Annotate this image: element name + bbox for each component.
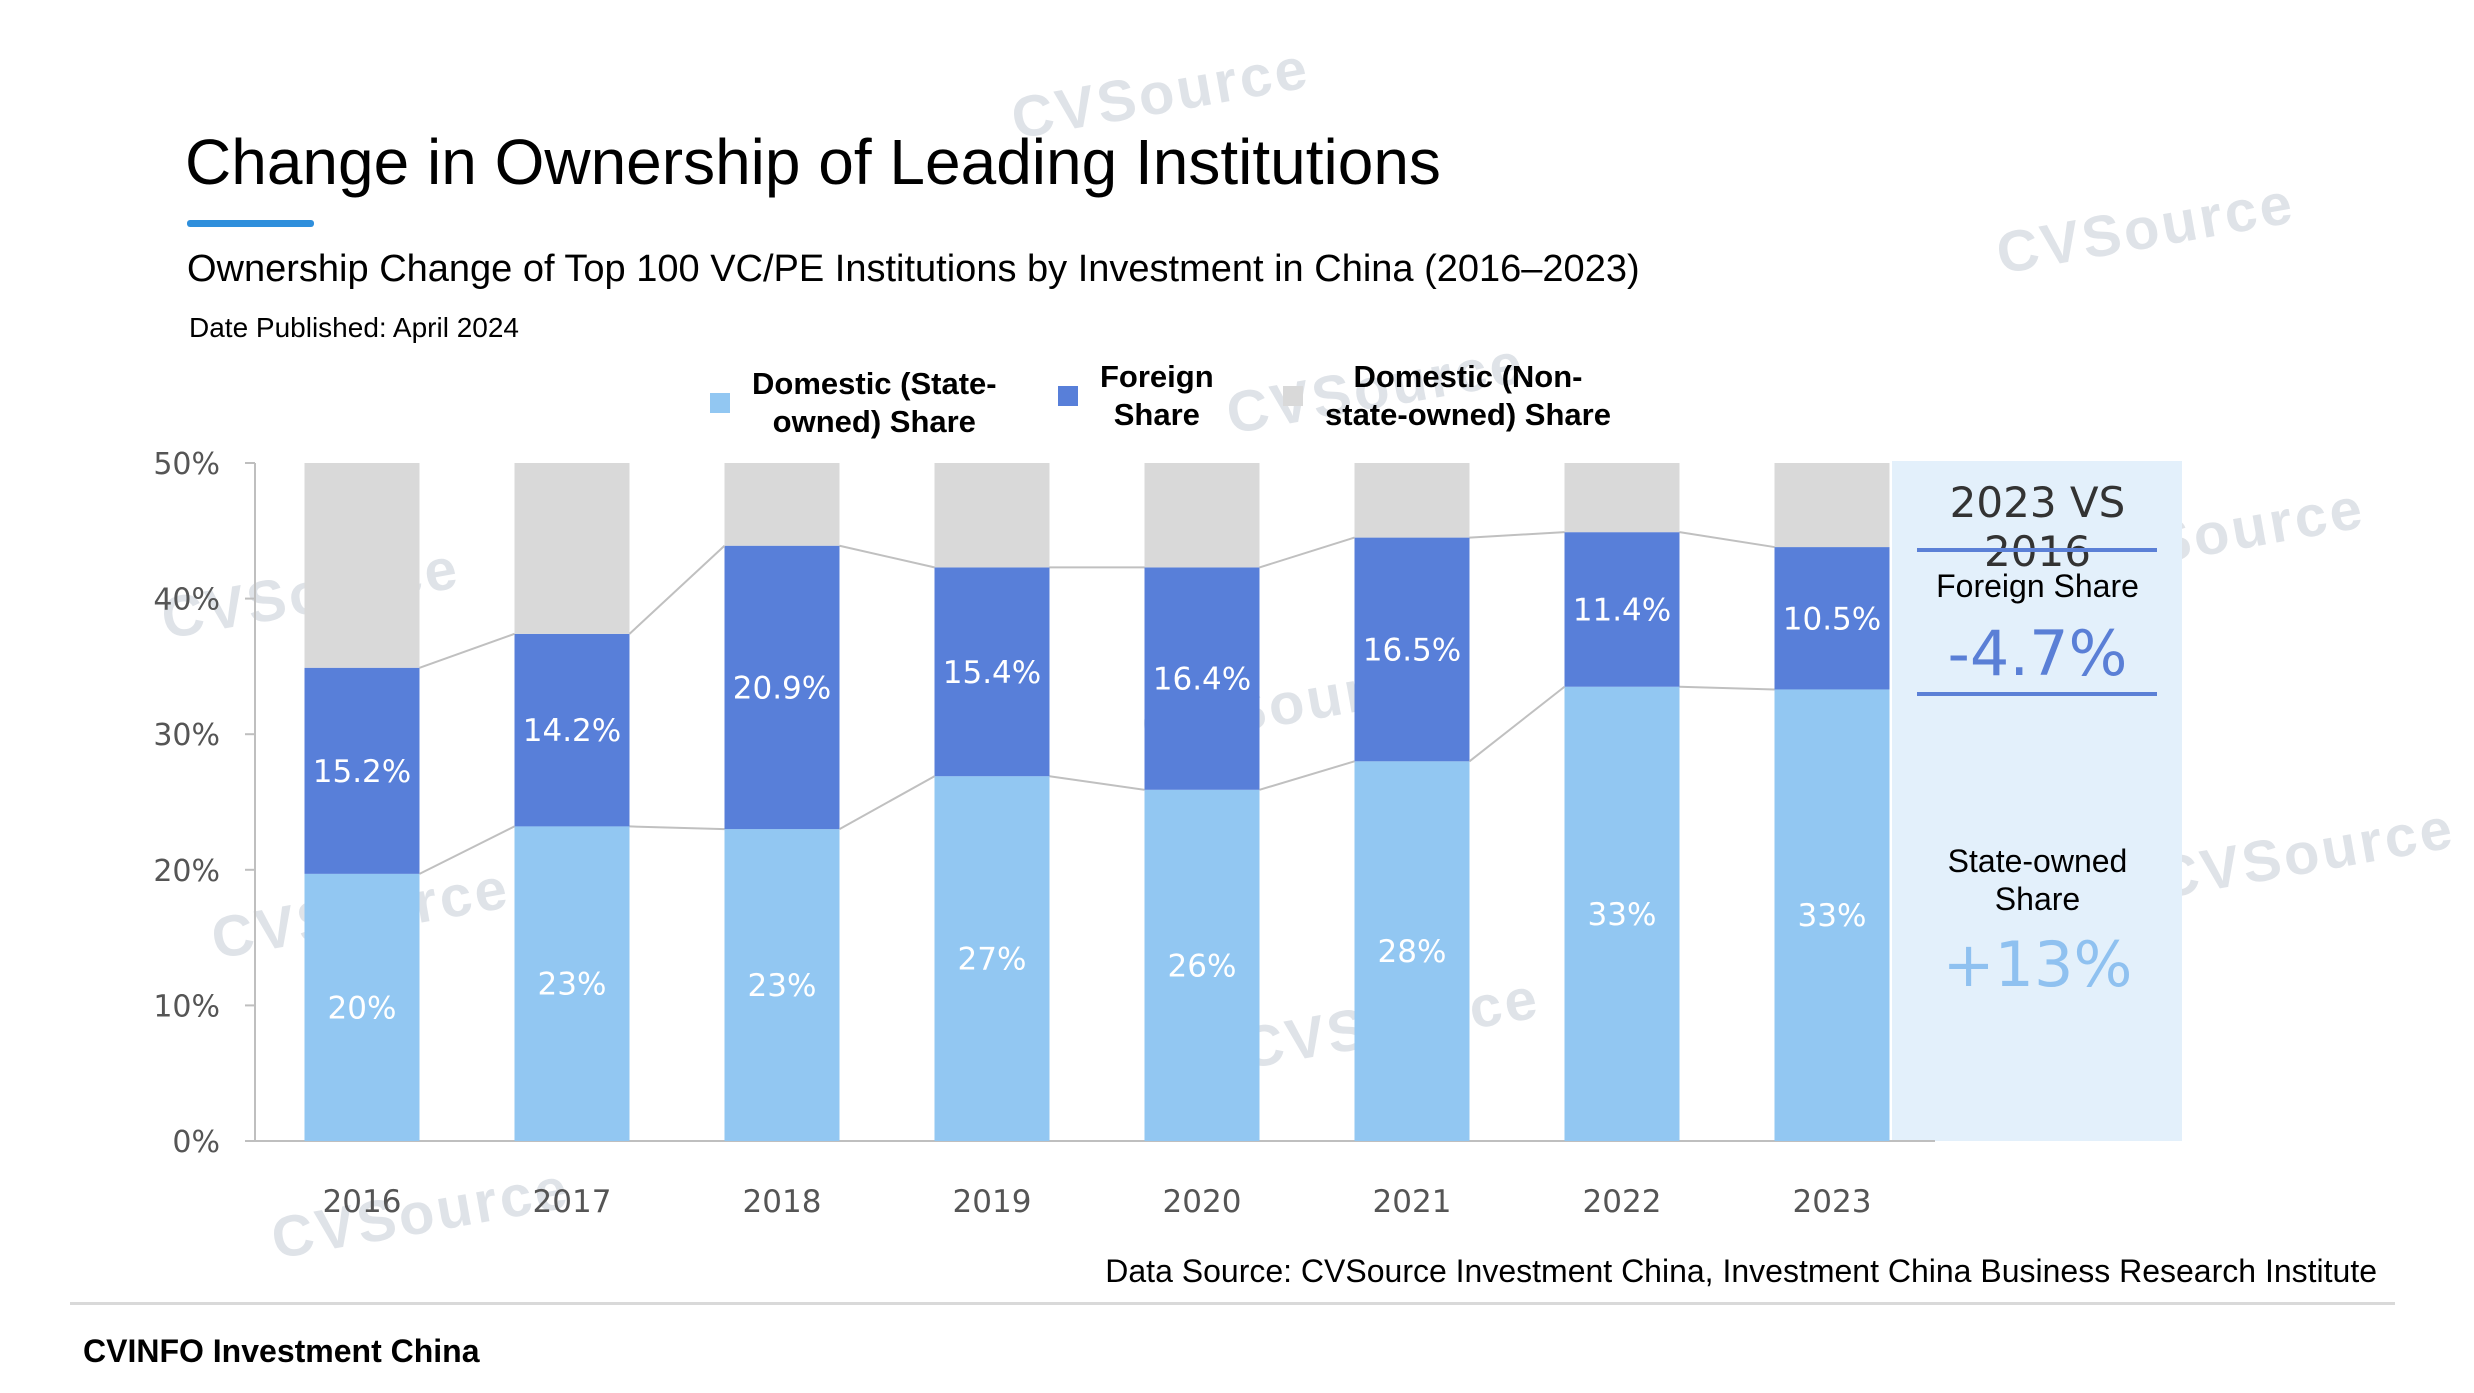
foreign-share-label: Foreign Share	[1936, 568, 2139, 604]
bar-segment	[1564, 686, 1680, 1141]
page-title: Change in Ownership of Leading Instituti…	[185, 126, 1441, 198]
y-tick-label: 10%	[153, 989, 220, 1024]
x-tick-label: 2018	[743, 1184, 822, 1220]
connector-line	[839, 544, 935, 569]
bar-segment	[1354, 463, 1470, 538]
legend-non-state-owned: Domestic (Non- state-owned) Share	[1283, 358, 1611, 434]
comparison-divider	[1917, 548, 2157, 552]
data-label: 14.2%	[523, 713, 621, 749]
bar-segment	[934, 776, 1050, 1141]
state-owned-label-line: Share	[1994, 881, 2081, 917]
bar-segment	[304, 667, 420, 874]
data-label: 23%	[538, 967, 607, 1003]
data-label: 26%	[1168, 948, 1237, 984]
bar-segment	[724, 463, 840, 546]
data-source: Data Source: CVSource Investment China, …	[1105, 1253, 2377, 1289]
bar-segment	[1144, 463, 1260, 568]
y-tick-label: 20%	[153, 854, 220, 889]
data-label: 27%	[958, 942, 1027, 978]
connector-line	[1679, 685, 1775, 691]
data-label: 20.9%	[733, 670, 831, 706]
data-label: 33%	[1798, 898, 1867, 934]
data-label: 20%	[328, 990, 397, 1026]
x-tick-label: 2019	[953, 1184, 1032, 1220]
bar-segment	[934, 463, 1050, 568]
connector-line	[1468, 685, 1566, 763]
legend-label-line: Domestic (State-	[752, 366, 997, 401]
data-label: 15.4%	[943, 655, 1041, 691]
bar-segment	[304, 873, 420, 1141]
y-tick-label: 0%	[172, 1125, 220, 1160]
legend-label-line: Domestic (Non-	[1353, 359, 1583, 394]
connector-line	[628, 544, 726, 635]
data-label: 16.4%	[1153, 662, 1251, 698]
bar-segment	[1774, 689, 1890, 1141]
bar-segment	[1354, 537, 1470, 762]
bar-segment	[1564, 532, 1680, 687]
data-label: 10.5%	[1783, 601, 1881, 637]
bar-segment	[1774, 463, 1890, 548]
y-tick-label: 50%	[153, 447, 220, 482]
foreign-share-change: -4.7%	[1947, 617, 2128, 690]
comparison-divider	[1917, 692, 2157, 696]
bar-segment	[514, 826, 630, 1141]
connector-line	[839, 775, 935, 830]
x-tick-label: 2017	[533, 1184, 612, 1220]
data-label: 16.5%	[1363, 632, 1461, 668]
x-tick-label: 2016	[323, 1184, 402, 1220]
legend-label-line: Share	[1113, 397, 1200, 432]
connector-line	[629, 825, 725, 831]
legend-label-line: owned) Share	[772, 404, 976, 439]
publish-date: Date Published: April 2024	[189, 312, 519, 343]
connector-line	[1259, 760, 1355, 791]
bar-segment	[304, 463, 420, 668]
connector-line	[419, 825, 515, 875]
legend-swatch-non-state-owned	[1283, 386, 1303, 406]
comparison-title: 2023 VS 2016	[1949, 478, 2126, 576]
legend-foreign: Foreign Share	[1058, 358, 1214, 434]
data-label: 28%	[1378, 934, 1447, 970]
x-tick-label: 2022	[1583, 1184, 1662, 1220]
bar-segment	[1564, 463, 1680, 533]
bar-segment	[514, 633, 630, 827]
comparison-panel	[1892, 461, 2182, 1141]
connector-line	[419, 632, 515, 669]
state-owned-label-line: State-owned	[1947, 843, 2128, 879]
bar-segment	[1354, 761, 1470, 1141]
x-tick-label: 2023	[1793, 1184, 1872, 1220]
legend-label-line: Foreign	[1100, 359, 1214, 394]
legend-state-owned: Domestic (State- owned) Share	[710, 365, 997, 441]
data-label: 33%	[1588, 897, 1657, 933]
connector-line	[1049, 775, 1145, 791]
bar-segment	[724, 545, 840, 830]
y-tick-label: 40%	[153, 583, 220, 618]
legend-label-line: state-owned) Share	[1325, 397, 1611, 432]
data-label: 23%	[748, 968, 817, 1004]
bar-segment	[724, 829, 840, 1141]
connector-line	[1259, 536, 1355, 569]
state-owned-share-change: +13%	[1942, 928, 2133, 1001]
connector-line	[1469, 531, 1565, 539]
bar-segment	[1144, 567, 1260, 790]
data-label: 15.2%	[313, 754, 411, 790]
x-tick-label: 2020	[1163, 1184, 1242, 1220]
connector-line	[1679, 531, 1775, 549]
bar-segment	[1144, 789, 1260, 1141]
bar-segment	[514, 463, 630, 634]
y-tick-label: 30%	[153, 718, 220, 753]
data-label: 11.4%	[1573, 592, 1671, 628]
legend-swatch-state-owned	[710, 393, 730, 413]
bar-segment	[1774, 547, 1890, 690]
state-owned-share-label: State-owned Share	[1900, 842, 2175, 918]
title-accent-bar	[187, 220, 314, 227]
x-tick-label: 2021	[1373, 1184, 1452, 1220]
bar-segment	[934, 567, 1050, 777]
footer-divider	[70, 1302, 2395, 1305]
chart-subtitle: Ownership Change of Top 100 VC/PE Instit…	[187, 248, 1640, 290]
legend-swatch-foreign	[1058, 386, 1078, 406]
footer-brand: CVINFO Investment China	[83, 1333, 480, 1369]
